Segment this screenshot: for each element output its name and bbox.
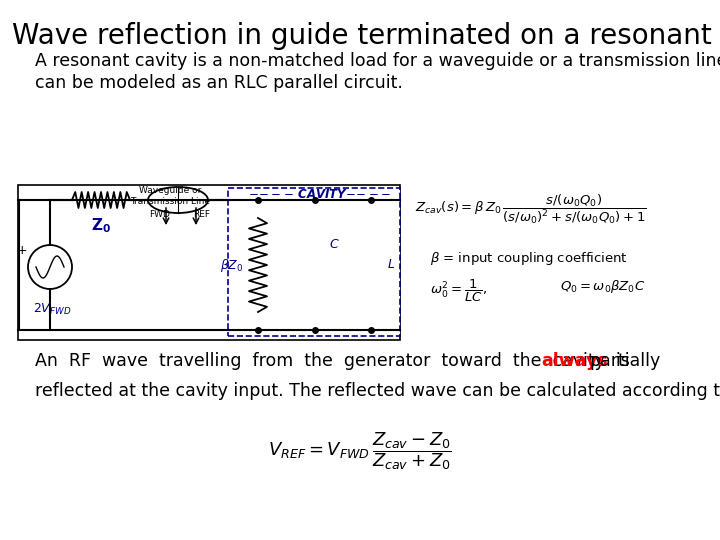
- Text: $\beta Z_0$: $\beta Z_0$: [220, 256, 244, 273]
- Text: FWD: FWD: [150, 210, 171, 219]
- FancyBboxPatch shape: [18, 185, 400, 340]
- Text: partially: partially: [589, 352, 660, 370]
- FancyBboxPatch shape: [228, 188, 400, 336]
- Text: C: C: [329, 239, 338, 252]
- Text: always: always: [541, 352, 608, 370]
- Text: $\beta$ = input coupling coefficient: $\beta$ = input coupling coefficient: [430, 250, 628, 267]
- Text: Wave reflection in guide terminated on a resonant load: Wave reflection in guide terminated on a…: [12, 22, 720, 50]
- Text: reflected at the cavity input. The reflected wave can be calculated according to: reflected at the cavity input. The refle…: [35, 382, 720, 400]
- Text: $V_{REF} = V_{FWD}\,\dfrac{Z_{cav} - Z_0}{Z_{cav} + Z_0}$: $V_{REF} = V_{FWD}\,\dfrac{Z_{cav} - Z_0…: [268, 430, 452, 471]
- Text: A resonant cavity is a non-matched load for a waveguide or a transmission line, : A resonant cavity is a non-matched load …: [35, 52, 720, 70]
- Text: +: +: [17, 245, 27, 258]
- Text: $Q_0 = \omega_0\beta Z_0 C$: $Q_0 = \omega_0\beta Z_0 C$: [560, 278, 645, 295]
- Text: Waveguide or
Transmission Line: Waveguide or Transmission Line: [130, 186, 210, 206]
- Text: $Z_{cav}(s) = \beta\, Z_0\, \dfrac{s/(\omega_0 Q_0)}{(s/\omega_0)^2 + s/(\omega_: $Z_{cav}(s) = \beta\, Z_0\, \dfrac{s/(\o…: [415, 192, 647, 226]
- Text: $\omega_0^2 = \dfrac{1}{LC},$: $\omega_0^2 = \dfrac{1}{LC},$: [430, 278, 487, 304]
- Text: can be modeled as an RLC parallel circuit.: can be modeled as an RLC parallel circui…: [35, 74, 403, 92]
- Text: An  RF  wave  travelling  from  the  generator  toward  the  cavity  is: An RF wave travelling from the generator…: [35, 352, 630, 370]
- Text: REF: REF: [194, 210, 210, 219]
- Text: $-\!-\!-\!-\!$ CAVITY$-\!-\!-\!-$: $-\!-\!-\!-\!$ CAVITY$-\!-\!-\!-$: [248, 188, 391, 201]
- Text: $\mathbf{Z_0}$: $\mathbf{Z_0}$: [91, 216, 111, 235]
- Text: L: L: [388, 259, 395, 272]
- Text: $2V_{FWD}$: $2V_{FWD}$: [32, 302, 71, 317]
